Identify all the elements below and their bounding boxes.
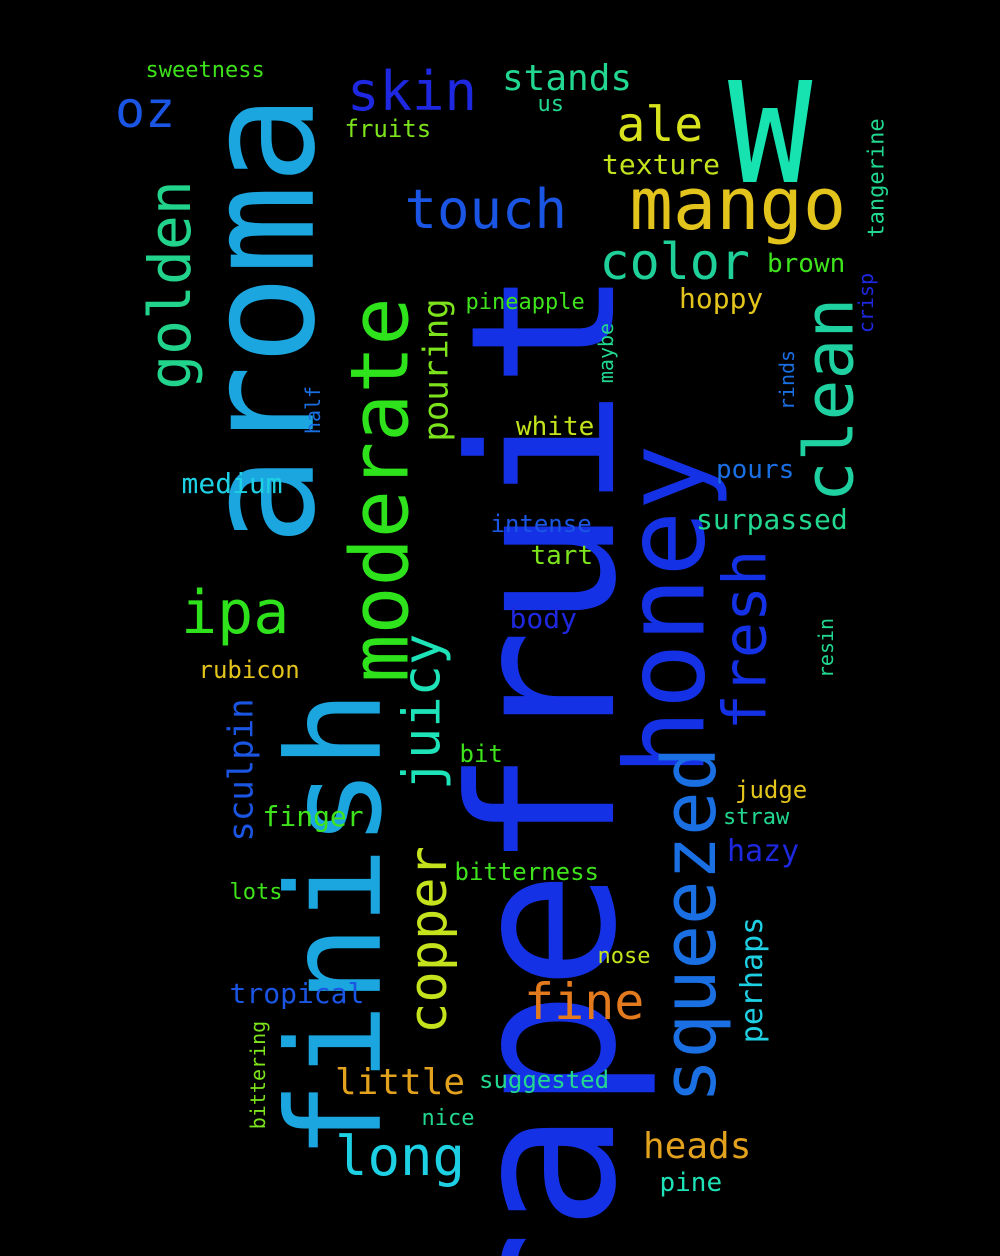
word-moderate: moderate [333,297,427,683]
word-straw: straw [723,805,790,830]
word-juicy: juicy [391,633,452,791]
word-hoppy: hoppy [679,282,764,315]
word-us: us [537,92,565,117]
word-oz: oz [115,81,176,139]
word-nice: nice [421,1106,475,1131]
word-little: little [335,1062,466,1103]
word-half: half [301,385,326,435]
word-tart: tart [530,541,594,571]
word-nose: nose [597,944,651,969]
word-heads: heads [643,1126,752,1167]
word-bit: bit [459,740,503,768]
word-pineapple: pineapple [465,290,585,315]
word-bittering: bittering [246,1020,271,1130]
word-stands: stands [502,58,633,99]
word-body: body [509,602,577,635]
word-brown: brown [767,249,846,279]
word-intense: intense [490,510,592,538]
word-judge: judge [735,776,808,804]
word-medium: medium [181,467,283,500]
word-fine: fine [524,973,645,1031]
word-squeezed: squeezed [647,746,734,1104]
word-resin: resin [814,617,839,679]
word-touch: touch [404,178,568,241]
word-ipa: ipa [181,578,290,648]
word-maybe: maybe [594,322,619,384]
word-long: long [335,1125,466,1188]
word-mango: mango [629,162,847,246]
word-fruits: fruits [344,115,432,143]
word-pouring: pouring [416,298,457,442]
word-rinds: rinds [775,349,800,411]
word-fresh: fresh [709,549,780,731]
word-white: white [516,412,595,442]
word-golden: golden [135,180,204,390]
word-perhaps: perhaps [735,916,771,1044]
word-ale: ale [616,97,704,153]
word-rubicon: rubicon [198,656,300,684]
word-pours: pours [716,455,795,485]
word-honey: honey [601,444,730,776]
word-tropical: tropical [229,977,365,1010]
word-hazy: hazy [727,834,800,869]
word-texture: texture [602,148,721,181]
word-pine: pine [659,1168,723,1198]
word-copper: copper [398,846,459,1034]
word-finger: finger [262,800,364,833]
word-sculpin: sculpin [221,698,262,842]
word-suggested: suggested [479,1066,610,1094]
word-w: W [728,53,813,216]
word-crisp: crisp [854,272,879,334]
word-skin: skin [347,60,478,123]
word-surpassed: surpassed [696,503,848,536]
word-tangerine: tangerine [864,118,890,238]
word-bitterness: bitterness [454,858,600,886]
word-color: color [599,233,751,291]
word-sweetness: sweetness [145,58,265,83]
word-lots: lots [229,880,283,905]
